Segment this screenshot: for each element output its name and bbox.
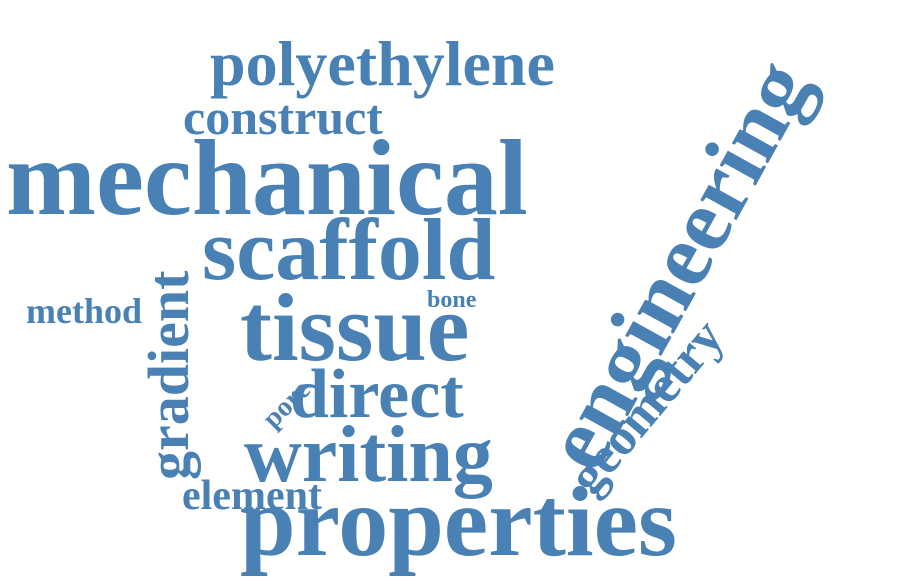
word-writing: writing [244, 411, 493, 499]
word-engineering: engineering [525, 44, 831, 486]
word-direct: direct [290, 356, 464, 433]
word-element: element [182, 473, 322, 519]
word-method: method [26, 291, 142, 331]
word-bone: bone [427, 287, 477, 313]
word-construct: construct [183, 89, 383, 145]
word-properties: properties [240, 466, 677, 577]
word-scaffold: scaffold [202, 202, 496, 299]
word-polyethylene: polyethylene [210, 28, 555, 99]
word-gradient: gradient [136, 270, 201, 480]
word-mechanical: mechanical [6, 119, 528, 238]
word-tissue: tissue [240, 274, 470, 381]
